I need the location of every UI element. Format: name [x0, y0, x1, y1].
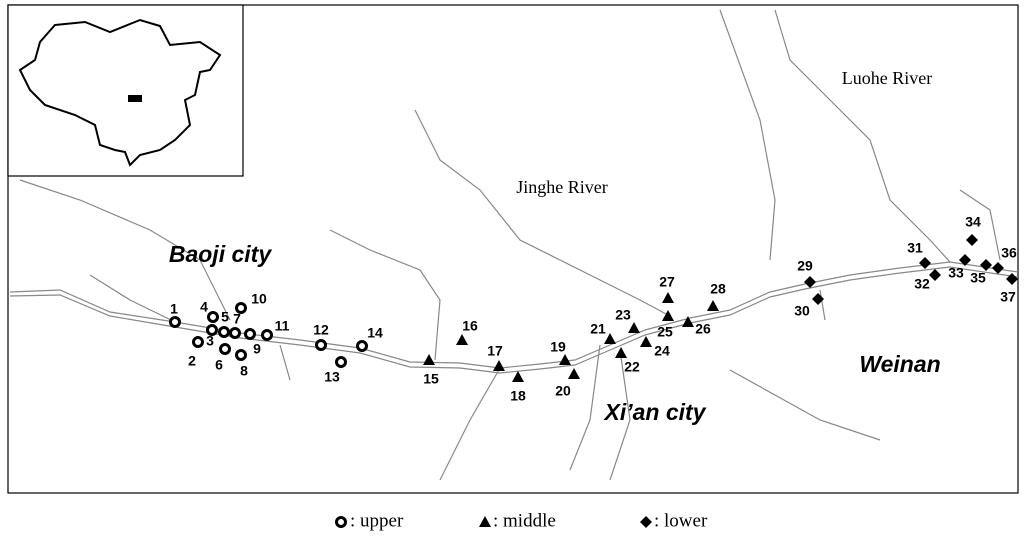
- lower-marker: [980, 259, 992, 271]
- site-label: 34: [965, 214, 981, 230]
- middle-marker: [662, 310, 674, 321]
- upper-marker: [169, 316, 181, 328]
- site-label: 12: [313, 322, 329, 338]
- rivers: [9, 9, 1019, 481]
- upper-marker: [229, 327, 241, 339]
- site-label: 3: [206, 333, 214, 349]
- site-label: 21: [590, 321, 606, 337]
- lower-marker: [992, 262, 1004, 274]
- site-label: 27: [659, 274, 675, 290]
- site-label: 37: [1000, 289, 1016, 305]
- lower-marker: [812, 293, 824, 305]
- middle-marker: [512, 371, 524, 382]
- upper-marker: [244, 328, 256, 340]
- middle-marker: [615, 347, 627, 358]
- legend: : upper : middle : lower: [335, 510, 708, 531]
- inset-map: [7, 4, 244, 177]
- site-label: 14: [367, 325, 383, 341]
- site-label: 35: [970, 270, 986, 286]
- middle-marker: [423, 354, 435, 365]
- lower-marker: [929, 269, 941, 281]
- legend-label: : lower: [654, 510, 708, 531]
- middle-marker: [707, 300, 719, 311]
- site-label: 33: [948, 265, 964, 281]
- upper-marker: [335, 356, 347, 368]
- site-label: 18: [510, 388, 526, 404]
- site-label: 20: [555, 383, 571, 399]
- upper-marker: [206, 324, 218, 336]
- middle-marker: [604, 333, 616, 344]
- river-label: Jinghe River: [516, 177, 608, 197]
- site-label: 36: [1001, 245, 1017, 261]
- upper-marker: [335, 516, 347, 528]
- site-label: 17: [487, 343, 503, 359]
- city-label: Weinan: [859, 351, 940, 377]
- middle-marker: [628, 322, 640, 333]
- middle-marker: [640, 336, 652, 347]
- middle-marker: [493, 360, 505, 371]
- site-label: 31: [907, 240, 923, 256]
- lower-marker: [1006, 273, 1018, 285]
- site-label: 26: [695, 321, 711, 337]
- city-label: Baoji city: [169, 241, 272, 267]
- city-label: Xi’an city: [603, 399, 707, 425]
- study-area: [128, 95, 142, 102]
- site-label: 19: [550, 339, 566, 355]
- middle-marker: [559, 354, 571, 365]
- site-label: 25: [657, 324, 673, 340]
- site-label: 22: [624, 359, 640, 375]
- lower-marker: [919, 257, 931, 269]
- site-label: 5: [221, 309, 229, 325]
- legend-label: : middle: [493, 510, 556, 531]
- middle-marker: [568, 368, 580, 379]
- legend-label: : upper: [350, 510, 404, 531]
- upper-marker: [207, 311, 219, 323]
- site-label: 28: [710, 281, 726, 297]
- site-label: 6: [215, 357, 223, 373]
- upper-marker: [218, 326, 230, 338]
- lower-marker: [966, 234, 978, 246]
- upper-marker: [192, 336, 204, 348]
- river-label: Luohe River: [842, 68, 932, 88]
- lower-marker: [959, 254, 971, 266]
- lower-marker: [640, 516, 652, 528]
- upper-marker: [235, 302, 247, 314]
- site-label: 4: [200, 299, 208, 315]
- site-label: 23: [615, 307, 631, 323]
- upper-marker: [261, 329, 273, 341]
- site-label: 29: [797, 258, 813, 274]
- middle-marker: [479, 516, 491, 527]
- site-label: 10: [251, 291, 267, 307]
- site-label: 16: [462, 318, 478, 334]
- site-label: 30: [794, 303, 810, 319]
- middle-marker: [682, 316, 694, 327]
- middle-marker: [456, 334, 468, 345]
- site-label: 32: [914, 276, 930, 292]
- site-label: 8: [240, 363, 248, 379]
- site-label: 24: [654, 343, 670, 359]
- china-outline: [18, 18, 222, 167]
- site-label: 9: [253, 341, 261, 357]
- site-label: 15: [423, 371, 439, 387]
- site-label: 7: [233, 311, 241, 327]
- middle-marker: [662, 292, 674, 303]
- lower-marker: [804, 276, 816, 288]
- upper-marker: [219, 343, 231, 355]
- map-frame: [7, 4, 1019, 494]
- site-label: 13: [324, 369, 340, 385]
- site-label: 1: [170, 301, 178, 317]
- upper-marker: [235, 349, 247, 361]
- site-label: 2: [188, 353, 196, 369]
- upper-marker: [315, 339, 327, 351]
- upper-marker: [356, 340, 368, 352]
- site-label: 11: [275, 318, 290, 334]
